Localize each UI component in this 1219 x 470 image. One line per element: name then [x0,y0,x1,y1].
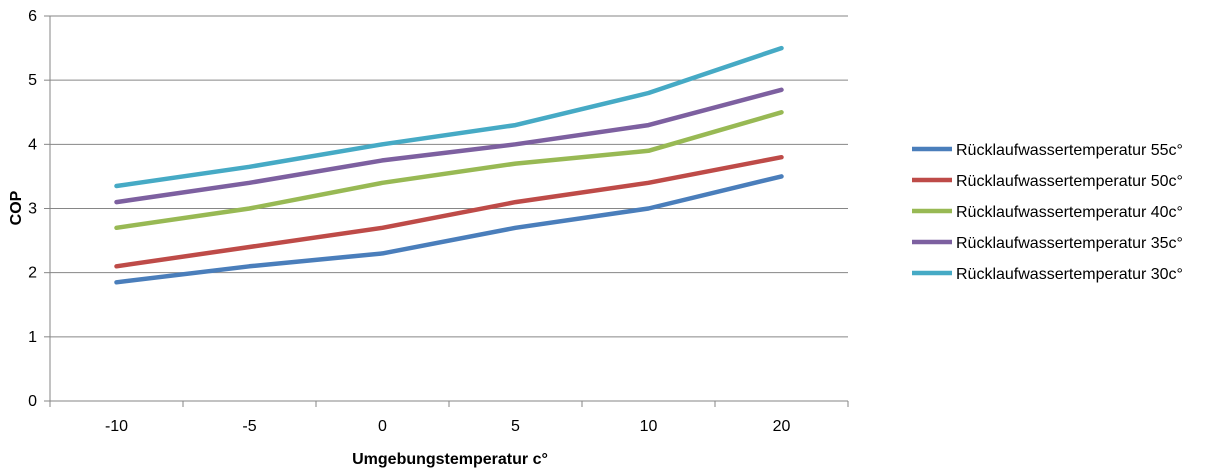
legend-label: Rücklaufwassertemperatur 35c° [956,235,1183,252]
legend-label: Rücklaufwassertemperatur 30c° [956,266,1183,283]
series-lines [114,45,784,285]
series-line-2 [114,110,784,231]
y-tick-label: 3 [28,201,37,218]
x-tick-label: -10 [105,418,128,435]
y-axis-ticks: 0 1 2 3 4 5 6 [28,8,50,410]
legend: Rücklaufwassertemperatur 55c° Rücklaufwas… [912,142,1183,283]
series-line-0 [114,174,784,285]
legend-label: Rücklaufwassertemperatur 55c° [956,142,1183,159]
x-tick-label: 20 [773,418,791,435]
legend-label: Rücklaufwassertemperatur 50c° [956,173,1183,190]
legend-label: Rücklaufwassertemperatur 40c° [956,204,1183,221]
y-tick-label: 5 [28,72,37,89]
y-axis-title: COP [8,190,25,225]
x-tick-label: 5 [511,418,520,435]
y-tick-label: 4 [28,136,37,153]
y-tick-label: 2 [28,265,37,282]
y-tick-label: 1 [28,329,37,346]
series-line-1 [114,154,784,269]
x-axis-title: Umgebungstemperatur c° [352,451,548,468]
x-tick-label: 10 [640,418,658,435]
series-line-3 [114,87,784,205]
x-axis-ticks: -10 -5 0 5 10 20 [49,401,849,435]
y-tick-label: 6 [28,8,37,25]
y-tick-label: 0 [28,393,37,410]
series-line-4 [114,45,784,189]
x-tick-label: -5 [242,418,256,435]
x-tick-label: 0 [378,418,387,435]
